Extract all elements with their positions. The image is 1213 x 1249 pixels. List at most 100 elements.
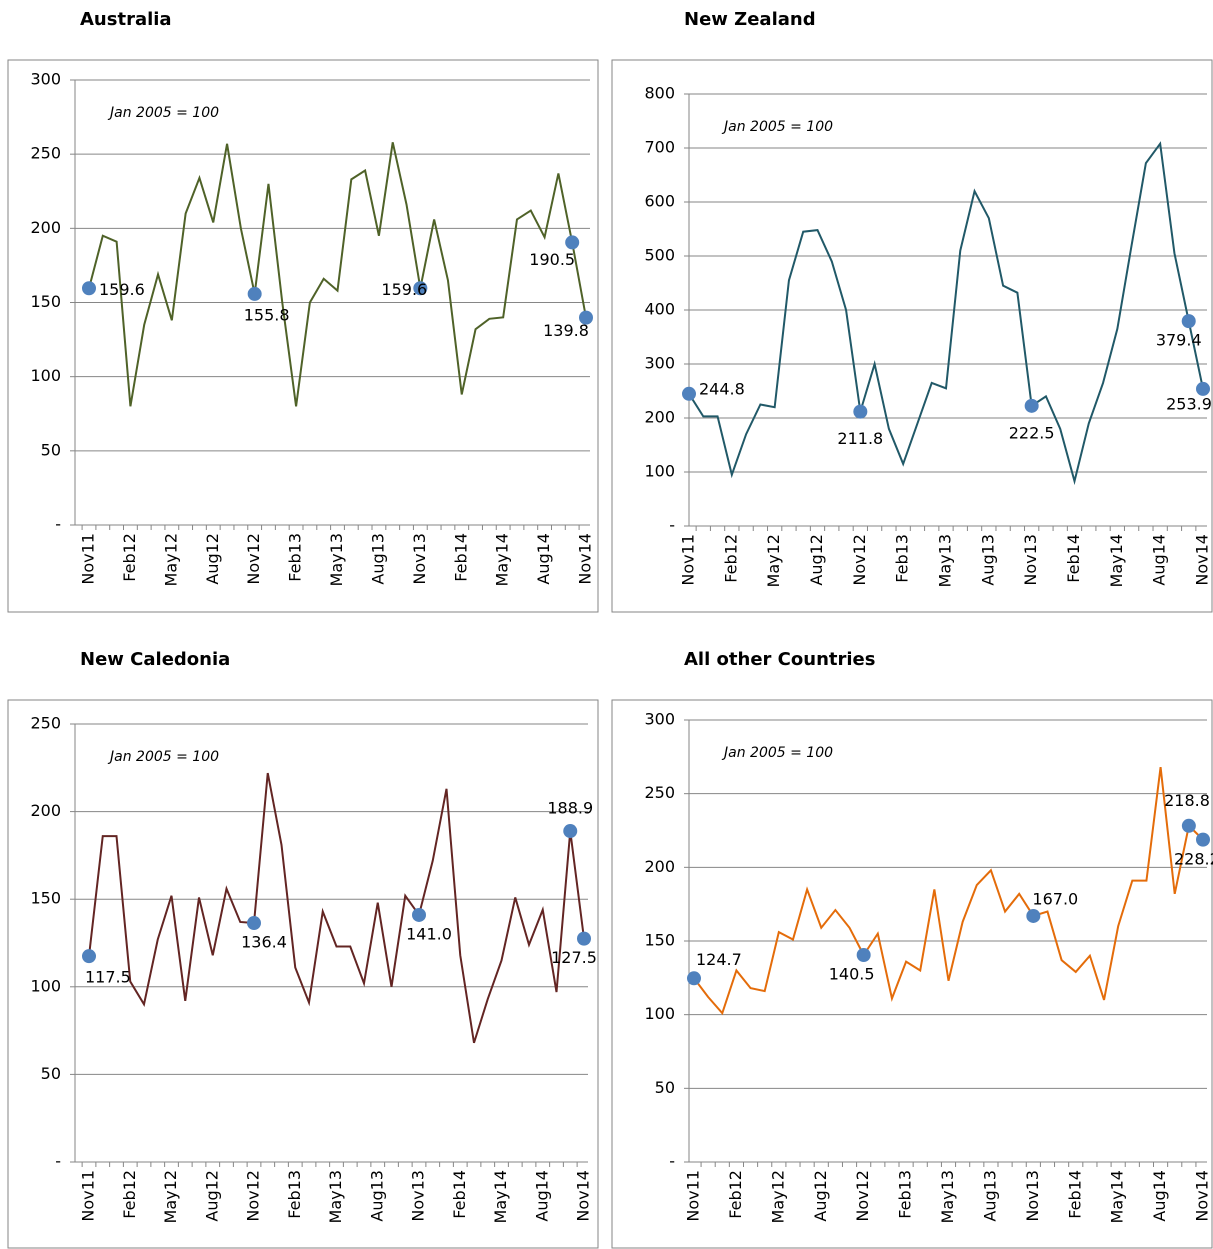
annotation: Jan 2005 = 100: [721, 119, 833, 135]
x-tick-label: Nov12: [244, 533, 263, 585]
data-marker: [247, 286, 262, 301]
data-line: [88, 772, 585, 1044]
x-tick-label: Feb12: [721, 534, 740, 583]
x-tick-label: Aug13: [978, 534, 997, 586]
chart-frame: [611, 699, 1213, 1249]
data-marker: [1196, 832, 1210, 847]
y-tick-label: 300: [644, 354, 675, 373]
data-marker: [1196, 381, 1210, 396]
x-tick-label: Nov13: [1021, 534, 1040, 586]
x-tick-label: Aug12: [811, 1170, 830, 1222]
annotation: Jan 2005 = 100: [107, 749, 219, 765]
y-tick-label: 250: [30, 714, 61, 733]
x-tick-label: Nov13: [1023, 1170, 1042, 1222]
annotation: Jan 2005 = 100: [107, 105, 219, 121]
y-tick-label: -: [55, 1152, 61, 1171]
y-tick-label: 50: [41, 440, 61, 459]
data-line: [688, 141, 1204, 486]
data-label: 218.8: [1164, 791, 1210, 810]
y-tick-label: 300: [644, 710, 675, 729]
x-tick-label: Aug13: [367, 1170, 386, 1222]
y-tick-label: 250: [30, 144, 61, 163]
x-tick-label: Nov11: [79, 1170, 98, 1222]
data-label: 124.7: [696, 950, 742, 969]
x-tick-label: Nov14: [574, 1170, 593, 1222]
chart-frame: [7, 699, 599, 1249]
data-marker: [577, 931, 591, 946]
data-marker: [1181, 818, 1196, 833]
x-tick-label: Feb13: [285, 1170, 304, 1219]
x-tick-label: May13: [326, 1170, 345, 1223]
data-line: [88, 142, 587, 407]
data-marker: [856, 947, 871, 962]
x-tick-label: Feb13: [896, 1170, 915, 1219]
x-tick-label: May12: [768, 1170, 787, 1223]
y-tick-label: 400: [644, 300, 675, 319]
x-tick-label: Aug12: [203, 533, 222, 585]
data-marker: [1181, 314, 1196, 329]
data-label: 253.9: [1166, 394, 1212, 413]
x-tick-label: Nov12: [853, 1170, 872, 1222]
data-marker: [565, 235, 580, 250]
x-tick-label: May13: [938, 1170, 957, 1223]
data-marker: [1026, 908, 1041, 923]
x-tick-label: Feb14: [1064, 534, 1083, 583]
chart-frame: [611, 59, 1213, 613]
data-marker: [682, 386, 696, 401]
y-tick-label: 100: [30, 976, 61, 995]
y-tick-label: 100: [30, 366, 61, 385]
x-tick-label: May14: [491, 1170, 510, 1223]
chart-title: New Zealand: [684, 9, 816, 30]
x-tick-label: Aug13: [368, 533, 387, 585]
data-label: 167.0: [1032, 889, 1078, 908]
y-tick-label: 500: [644, 246, 675, 265]
data-marker: [247, 916, 261, 931]
x-tick-label: Aug14: [1150, 534, 1169, 586]
x-tick-label: Feb14: [1065, 1170, 1084, 1219]
x-tick-label: Feb12: [726, 1170, 745, 1219]
y-tick-label: 100: [644, 462, 675, 481]
data-line: [693, 767, 1204, 1016]
chart-frame: [7, 59, 599, 613]
data-marker: [413, 281, 428, 296]
data-marker: [853, 404, 868, 419]
data-marker: [1024, 398, 1039, 413]
data-label: 190.5: [529, 250, 575, 269]
x-tick-label: Nov13: [410, 533, 429, 585]
x-tick-label: May14: [1107, 534, 1126, 587]
data-marker: [579, 310, 593, 325]
x-tick-label: Feb13: [286, 533, 305, 582]
x-tick-label: May12: [764, 534, 783, 587]
data-label: 159.6: [381, 280, 427, 299]
data-label: 136.4: [241, 933, 287, 952]
data-label: 228.2: [1174, 849, 1213, 868]
x-tick-label: May12: [161, 1170, 180, 1223]
x-tick-label: Nov12: [244, 1170, 263, 1222]
data-marker: [82, 281, 96, 296]
data-marker: [687, 971, 701, 986]
x-tick-label: Nov13: [409, 1170, 428, 1222]
data-label: 222.5: [1009, 423, 1055, 442]
x-tick-label: May12: [161, 533, 180, 586]
data-label: 141.0: [406, 924, 452, 943]
y-tick-label: 200: [644, 408, 675, 427]
data-label: 188.9: [547, 799, 593, 818]
x-tick-label: Nov14: [1193, 1170, 1212, 1222]
y-tick-label: 50: [655, 1078, 675, 1097]
y-tick-label: 150: [30, 889, 61, 908]
y-tick-label: 100: [644, 1004, 675, 1023]
x-tick-label: Aug14: [1150, 1170, 1169, 1222]
x-tick-label: May13: [327, 533, 346, 586]
data-marker: [412, 907, 426, 922]
y-tick-label: 50: [41, 1064, 61, 1083]
data-label: 244.8: [699, 379, 745, 398]
y-tick-label: 700: [644, 138, 675, 157]
y-tick-label: 300: [30, 70, 61, 89]
x-tick-label: Aug14: [534, 533, 553, 585]
data-label: 379.4: [1156, 331, 1202, 350]
x-tick-label: Aug12: [202, 1170, 221, 1222]
data-marker: [563, 824, 578, 839]
x-tick-label: Nov11: [79, 533, 98, 585]
annotation: Jan 2005 = 100: [721, 745, 833, 761]
